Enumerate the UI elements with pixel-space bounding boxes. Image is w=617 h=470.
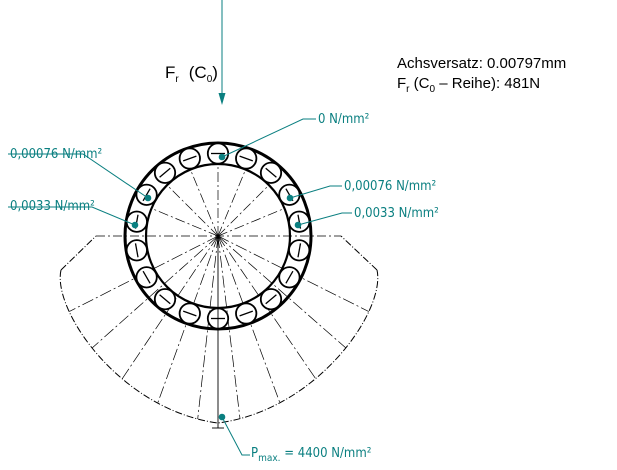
bearing-rollers: [125, 142, 311, 330]
marker-upper-left: [144, 194, 152, 202]
force-condition-close: ): [212, 63, 218, 82]
label-mid-right: 0,0033 N/mm²: [354, 206, 439, 221]
label-upper-left: 0,00076 N/mm²: [10, 147, 102, 162]
pressure-ray: [217, 235, 241, 419]
roller-line: [134, 243, 139, 258]
label-mid-left: 0,0033 N/mm²: [10, 199, 95, 214]
offset-text: Achsversatz: 0.00797mm: [397, 55, 566, 72]
envelope-left-edge: [60, 235, 97, 271]
leader-max: [221, 416, 250, 456]
leader-mid-left: [8, 206, 136, 226]
label-top-right: 0 N/mm²: [318, 112, 369, 127]
label-upper-right: 0,00076 N/mm²: [344, 179, 436, 194]
pressure-envelope: [59, 269, 379, 424]
load-text: Fr (C0 – Reihe): 481N: [397, 75, 540, 95]
inner-ray: [151, 208, 219, 237]
force-condition-sub: 0: [207, 74, 213, 85]
roller-line: [239, 155, 254, 162]
leader-mid-right: [297, 212, 352, 226]
load-symbol: F: [397, 75, 406, 92]
roller-line: [159, 294, 171, 305]
marker-top: [218, 153, 226, 161]
force-arrow-head: [218, 93, 226, 105]
inner-ray: [166, 184, 219, 237]
roller-line: [265, 167, 277, 178]
label-max-sub: max.: [258, 453, 280, 464]
force-condition-open: (C: [189, 63, 207, 82]
roller-line: [159, 167, 171, 178]
roller-line: [297, 243, 302, 258]
force-symbol: F: [165, 63, 175, 82]
load-series-open: (C: [410, 75, 430, 92]
pressure-ray: [91, 235, 219, 349]
leader-upper-left: [8, 153, 149, 199]
roller-line: [285, 270, 294, 284]
roller-line: [142, 270, 151, 284]
force-symbol-sub: r: [175, 74, 179, 85]
roller-line: [142, 188, 151, 202]
envelope-right-edge: [340, 235, 378, 271]
inner-ray: [190, 169, 219, 237]
pressure-ray: [217, 235, 347, 349]
roller-line: [265, 294, 277, 305]
roller-line: [182, 155, 197, 162]
roller-line: [182, 310, 197, 317]
leader-top-right: [221, 118, 316, 158]
load-series-rest: – Reihe): 481N: [435, 75, 540, 92]
marker-mid-left: [131, 221, 139, 229]
marker-max: [218, 413, 226, 421]
inner-ray: [217, 169, 246, 237]
force-label: Fr (C0): [165, 63, 218, 85]
inner-ray: [217, 184, 270, 237]
leader-upper-right: [289, 185, 342, 199]
roller-line: [239, 310, 254, 317]
pressure-ray: [197, 235, 219, 420]
label-max: Pmax. = 4400 N/mm²: [251, 446, 371, 464]
marker-mid-right: [294, 221, 302, 229]
marker-upper-right: [286, 194, 294, 202]
pressure-rays: [69, 164, 369, 420]
inner-ray: [217, 208, 285, 237]
label-max-value: = 4400 N/mm²: [281, 446, 372, 461]
label-max-prefix: P: [251, 446, 258, 461]
load-series-sub: 0: [430, 84, 436, 95]
load-symbol-sub: r: [406, 84, 410, 95]
